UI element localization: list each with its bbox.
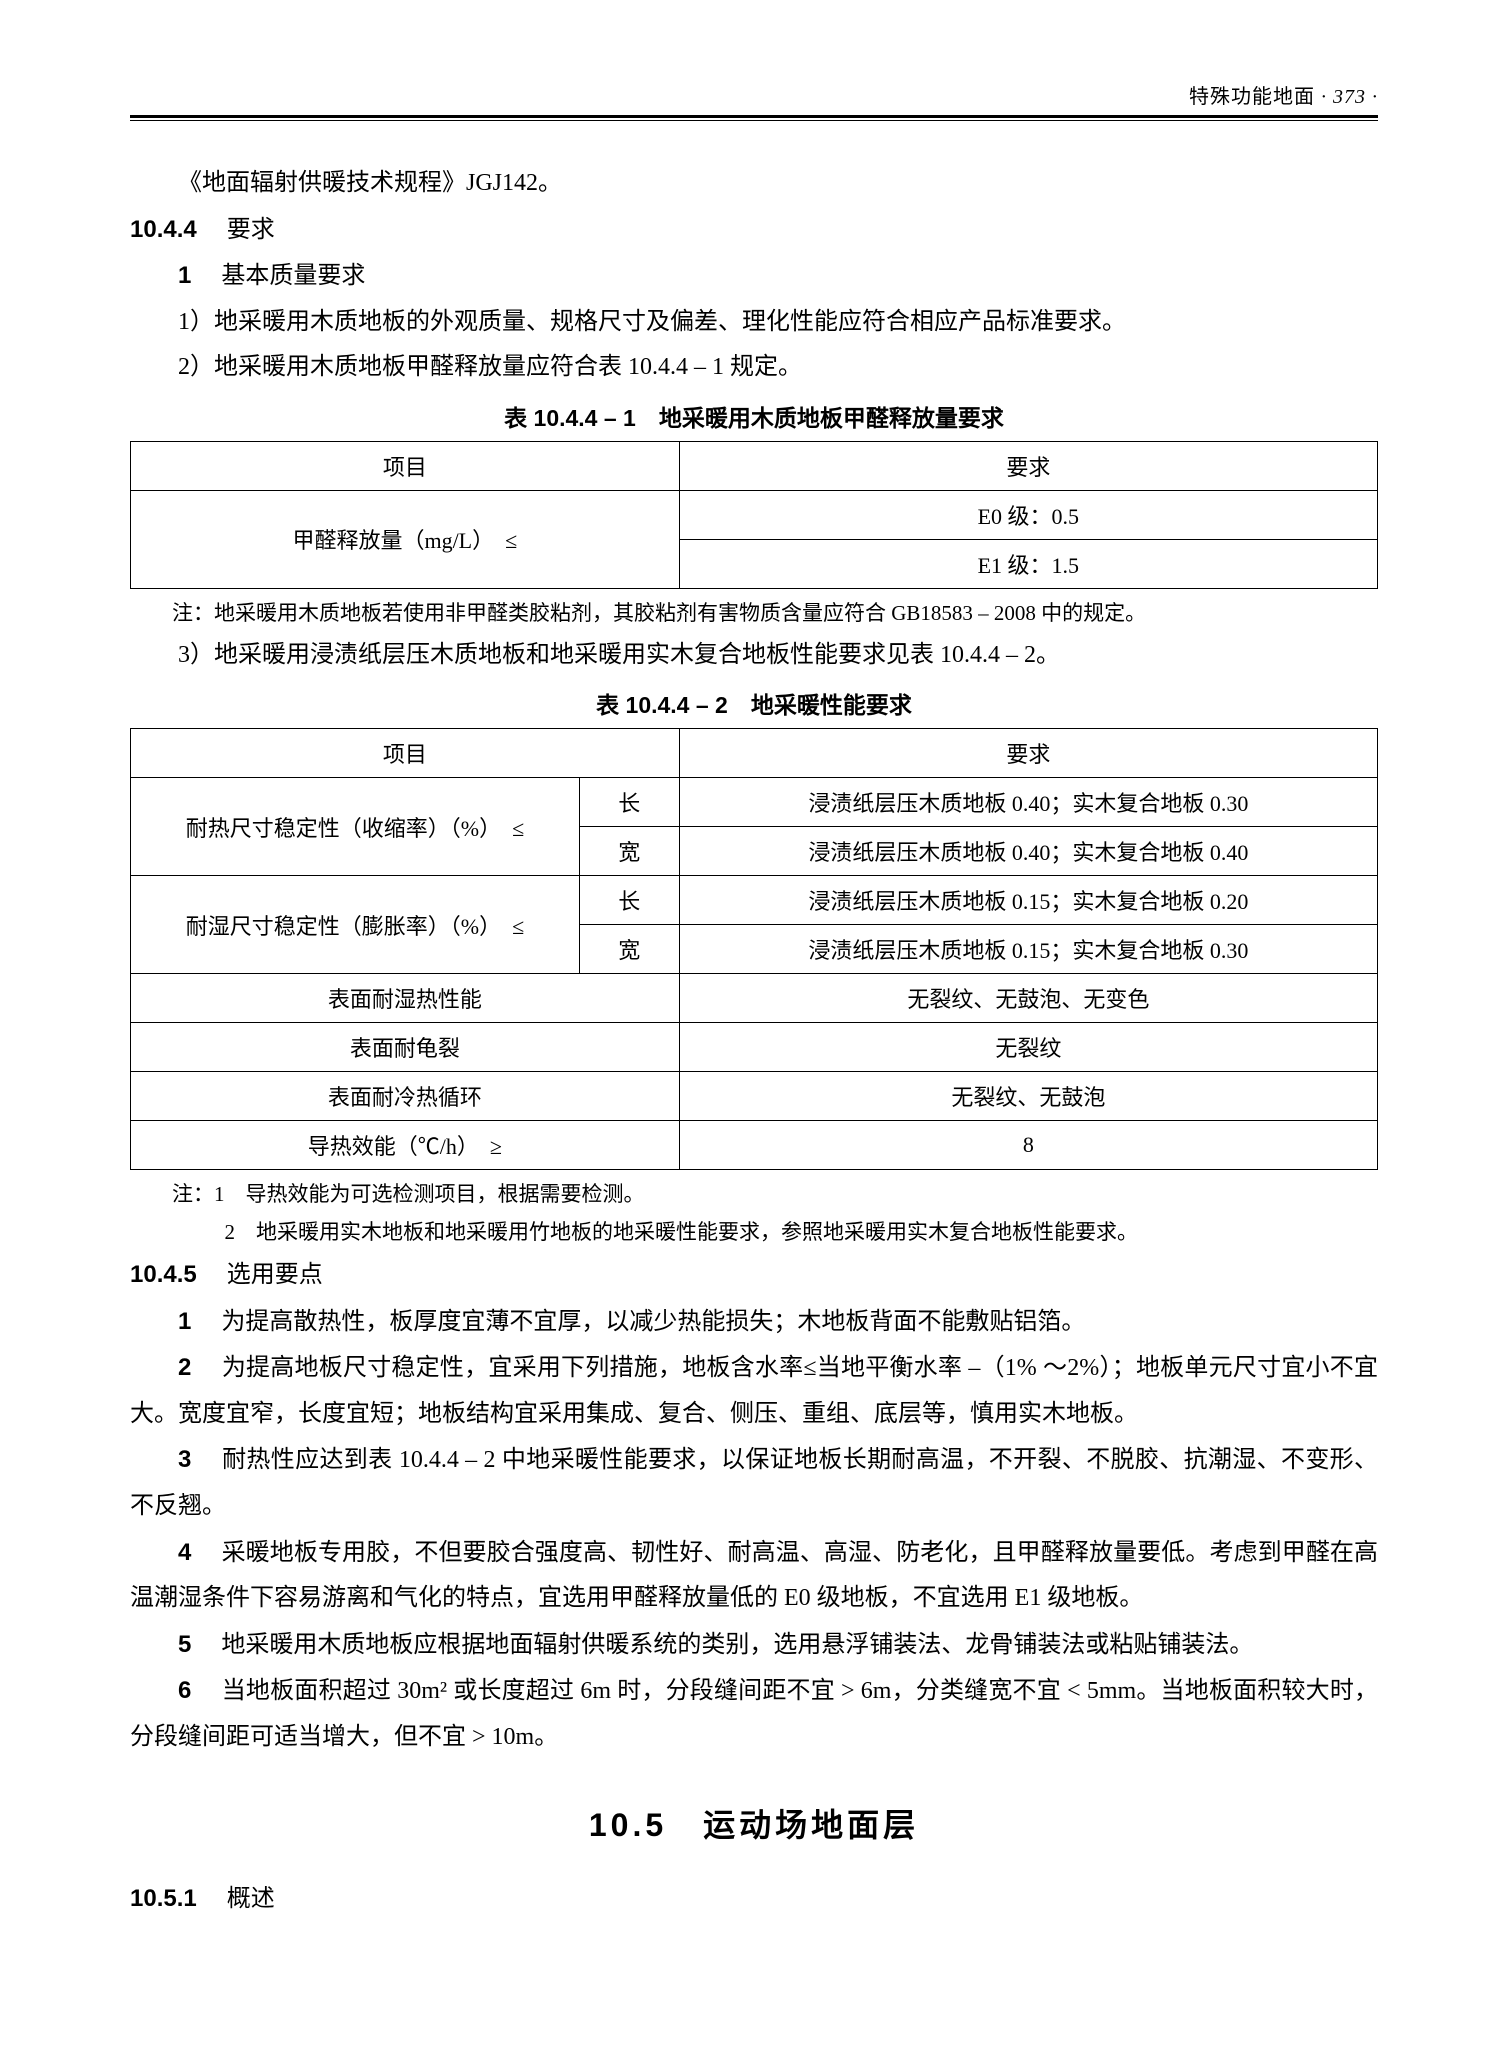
page-header: 特殊功能地面 · 373 ·	[130, 80, 1378, 109]
table-row: 项目 要求	[131, 441, 1378, 490]
table2-caption: 表 10.4.4 – 2 地采暖性能要求	[130, 686, 1378, 720]
table-cell: 浸渍纸层压木质地板 0.15；实木复合地板 0.30	[679, 925, 1377, 974]
table-cell: 表面耐龟裂	[131, 1023, 680, 1072]
table-header: 项目	[131, 441, 680, 490]
table-cell: E0 级：0.5	[679, 490, 1377, 539]
point-2: 2 为提高地板尺寸稳定性，宜采用下列措施，地板含水率≤当地平衡水率 –（1% ～…	[130, 1345, 1378, 1437]
table-row: 表面耐湿热性能 无裂纹、无鼓泡、无变色	[131, 974, 1378, 1023]
table-cell: 耐湿尺寸稳定性（膨胀率）（%） ≤	[131, 876, 580, 974]
table-cell: 无裂纹	[679, 1023, 1377, 1072]
table-header: 要求	[679, 729, 1377, 778]
point-number: 1	[178, 1308, 191, 1335]
subitem-3: 3）地采暖用浸渍纸层压木质地板和地采暖用实木复合地板性能要求见表 10.4.4 …	[130, 633, 1378, 679]
point-text: 当地板面积超过 30m² 或长度超过 6m 时，分段缝间距不宜 > 6m，分类缝…	[130, 1678, 1378, 1750]
table-row: 耐湿尺寸稳定性（膨胀率）（%） ≤ 长 浸渍纸层压木质地板 0.15；实木复合地…	[131, 876, 1378, 925]
point-text: 耐热性应达到表 10.4.4 – 2 中地采暖性能要求，以保证地板长期耐高温，不…	[130, 1447, 1378, 1519]
table-cell: 耐热尺寸稳定性（收缩率）（%） ≤	[131, 778, 580, 876]
table-header: 项目	[131, 729, 680, 778]
table-cell: 无裂纹、无鼓泡、无变色	[679, 974, 1377, 1023]
intro-paragraph: 《地面辐射供暖技术规程》JGJ142。	[130, 161, 1378, 207]
table-row: 甲醛释放量（mg/L） ≤ E0 级：0.5	[131, 490, 1378, 539]
table-cell: 表面耐冷热循环	[131, 1072, 680, 1121]
table-row: 导热效能（℃/h） ≥ 8	[131, 1121, 1378, 1170]
section-number: 10.5.1	[130, 1885, 197, 1912]
table-10-4-4-1: 项目 要求 甲醛释放量（mg/L） ≤ E0 级：0.5 E1 级：1.5	[130, 441, 1378, 589]
section-title: 选用要点	[227, 1262, 323, 1288]
table-cell: 8	[679, 1121, 1377, 1170]
table2-note2: 2 地采暖用实木地板和地采暖用竹地板的地采暖性能要求，参照地采暖用实木复合地板性…	[130, 1214, 1378, 1252]
section-10-4-4: 10.4.4 要求	[130, 207, 1378, 254]
table-cell: 长	[579, 876, 679, 925]
table-cell: 浸渍纸层压木质地板 0.40；实木复合地板 0.30	[679, 778, 1377, 827]
table-cell: 无裂纹、无鼓泡	[679, 1072, 1377, 1121]
header-rule	[130, 115, 1378, 121]
table-cell: 甲醛释放量（mg/L） ≤	[131, 490, 680, 588]
item-number: 1	[178, 262, 191, 289]
table-row: 耐热尺寸稳定性（收缩率）（%） ≤ 长 浸渍纸层压木质地板 0.40；实木复合地…	[131, 778, 1378, 827]
table-header: 要求	[679, 441, 1377, 490]
table1-caption: 表 10.4.4 – 1 地采暖用木质地板甲醛释放量要求	[130, 399, 1378, 433]
point-text: 为提高地板尺寸稳定性，宜采用下列措施，地板含水率≤当地平衡水率 –（1% ～2%…	[130, 1355, 1378, 1427]
point-4: 4 采暖地板专用胶，不但要胶合强度高、韧性好、耐高温、高湿、防老化，且甲醛释放量…	[130, 1530, 1378, 1622]
table-cell: 浸渍纸层压木质地板 0.15；实木复合地板 0.20	[679, 876, 1377, 925]
point-text: 为提高散热性，板厚度宜薄不宜厚，以减少热能损失；木地板背面不能敷贴铝箔。	[221, 1309, 1085, 1335]
section-number: 10.4.4	[130, 216, 197, 243]
table-cell: 表面耐湿热性能	[131, 974, 680, 1023]
section-title: 概述	[227, 1886, 275, 1912]
table-row: 表面耐冷热循环 无裂纹、无鼓泡	[131, 1072, 1378, 1121]
table-cell: 导热效能（℃/h） ≥	[131, 1121, 680, 1170]
table-cell: 长	[579, 778, 679, 827]
section-10-4-5: 10.4.5 选用要点	[130, 1252, 1378, 1299]
item-text: 基本质量要求	[221, 263, 365, 289]
table-cell: 宽	[579, 827, 679, 876]
table2-note1: 注：1 导热效能为可选检测项目，根据需要检测。	[130, 1176, 1378, 1214]
table1-note: 注：地采暖用木质地板若使用非甲醛类胶粘剂，其胶粘剂有害物质含量应符合 GB185…	[130, 595, 1378, 633]
table-10-4-4-2: 项目 要求 耐热尺寸稳定性（收缩率）（%） ≤ 长 浸渍纸层压木质地板 0.40…	[130, 728, 1378, 1170]
chapter-name: 特殊功能地面	[1189, 86, 1315, 108]
table-cell: 宽	[579, 925, 679, 974]
section-title: 要求	[227, 217, 275, 243]
item-1: 1 基本质量要求	[130, 253, 1378, 300]
table-cell: E1 级：1.5	[679, 539, 1377, 588]
page-number: · 373 ·	[1321, 86, 1378, 108]
point-number: 3	[178, 1446, 191, 1473]
point-number: 6	[178, 1677, 191, 1704]
point-1: 1 为提高散热性，板厚度宜薄不宜厚，以减少热能损失；木地板背面不能敷贴铝箔。	[130, 1299, 1378, 1346]
subitem-1: 1）地采暖用木质地板的外观质量、规格尺寸及偏差、理化性能应符合相应产品标准要求。	[130, 300, 1378, 346]
point-number: 5	[178, 1631, 191, 1658]
point-text: 采暖地板专用胶，不但要胶合强度高、韧性好、耐高温、高湿、防老化，且甲醛释放量要低…	[130, 1540, 1378, 1612]
point-text: 地采暖用木质地板应根据地面辐射供暖系统的类别，选用悬浮铺装法、龙骨铺装法或粘贴铺…	[221, 1632, 1253, 1658]
table-row: 项目 要求	[131, 729, 1378, 778]
subitem-2: 2）地采暖用木质地板甲醛释放量应符合表 10.4.4 – 1 规定。	[130, 345, 1378, 391]
point-5: 5 地采暖用木质地板应根据地面辐射供暖系统的类别，选用悬浮铺装法、龙骨铺装法或粘…	[130, 1622, 1378, 1669]
point-6: 6 当地板面积超过 30m² 或长度超过 6m 时，分段缝间距不宜 > 6m，分…	[130, 1668, 1378, 1760]
table-cell: 浸渍纸层压木质地板 0.40；实木复合地板 0.40	[679, 827, 1377, 876]
heading-10-5: 10.5 运动场地面层	[130, 1800, 1378, 1846]
table-row: 表面耐龟裂 无裂纹	[131, 1023, 1378, 1072]
section-number: 10.4.5	[130, 1261, 197, 1288]
section-10-5-1: 10.5.1 概述	[130, 1876, 1378, 1923]
point-number: 4	[178, 1539, 191, 1566]
point-number: 2	[178, 1354, 191, 1381]
point-3: 3 耐热性应达到表 10.4.4 – 2 中地采暖性能要求，以保证地板长期耐高温…	[130, 1437, 1378, 1529]
